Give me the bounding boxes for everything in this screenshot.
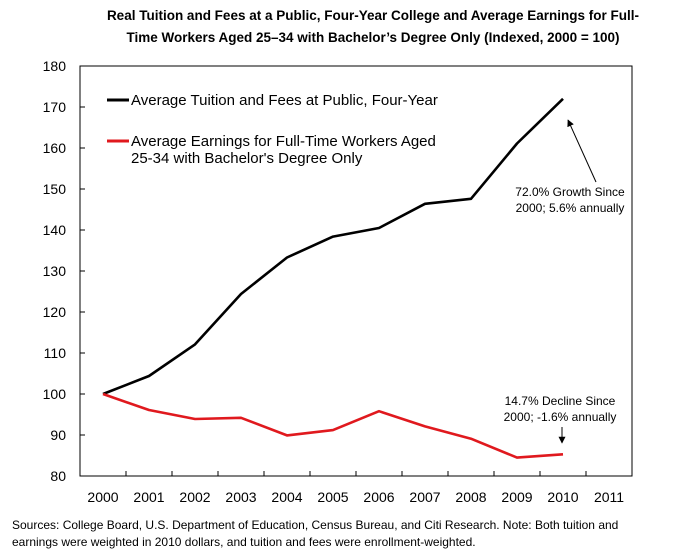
x-tick-label: 2009 (501, 489, 532, 505)
decline-annotation-text: 2000; -1.6% annually (504, 410, 617, 424)
y-tick-label: 120 (43, 304, 67, 320)
growth-annotation-text: 2000; 5.6% annually (516, 201, 625, 215)
y-tick-label: 80 (50, 468, 66, 484)
source-note-line-2: earnings were weighted in 2010 dollars, … (12, 535, 476, 549)
y-tick-label: 170 (43, 99, 67, 115)
growth-annotation-text: 72.0% Growth Since (515, 185, 625, 199)
x-tick-label: 2005 (317, 489, 348, 505)
y-tick-label: 90 (50, 427, 66, 443)
x-tick-label: 2002 (179, 489, 210, 505)
x-axis: 2000 2001 2002 2003 2004 2005 2006 2007 2008 2009… (87, 471, 624, 505)
legend-label: 25-34 with Bachelor's Degree Only (131, 150, 363, 167)
x-tick-label: 2003 (225, 489, 256, 505)
growth-annotation-arrow (567, 119, 597, 183)
x-tick-label: 2006 (363, 489, 394, 505)
x-tick-label: 2007 (409, 489, 440, 505)
tuition-earnings-line-chart: 80 90 100 110 120 130 140 150 160 170 180 2000 2001… (43, 58, 633, 505)
y-tick-label: 140 (43, 222, 67, 238)
x-tick-label: 2004 (271, 489, 302, 505)
y-tick-label: 150 (43, 181, 67, 197)
legend-label: Average Earnings for Full-Time Workers A… (131, 133, 436, 150)
tuition-series-line (102, 97, 564, 396)
source-note-line-1: Sources: College Board, U.S. Department … (12, 518, 619, 532)
x-tick-label: 2001 (133, 489, 164, 505)
plot-area (79, 65, 633, 477)
y-tick-label: 160 (43, 140, 67, 156)
y-tick-label: 180 (43, 58, 67, 74)
chart-title-line-1: Real Tuition and Fees at a Public, Four-… (106, 8, 640, 23)
decline-annotation-text: 14.7% Decline Since (505, 394, 616, 408)
chart-title-line-2: Time Workers Aged 25–34 with Bachelor’s … (126, 30, 620, 45)
legend-label: Average Tuition and Fees at Public, Four… (131, 92, 438, 109)
series-group (102, 97, 564, 459)
x-tick-label: 2008 (455, 489, 486, 505)
y-tick-label: 130 (43, 263, 67, 279)
x-tick-label: 2010 (547, 489, 578, 505)
x-tick-label: 2011 (594, 489, 624, 505)
annotations: 72.0% Growth Since 2000; 5.6% annually 14.… (504, 119, 625, 444)
legend: Average Tuition and Fees at Public, Four… (107, 92, 438, 167)
y-tick-label: 110 (44, 345, 67, 361)
x-tick-label: 2000 (87, 489, 118, 505)
earnings-series-line (102, 392, 564, 459)
y-axis: 80 90 100 110 120 130 140 150 160 170 180 (43, 58, 85, 484)
y-tick-label: 100 (43, 386, 67, 402)
source-note: Sources: College Board, U.S. Department … (12, 517, 677, 551)
chart-title: Real Tuition and Fees at a Public, Four-… (78, 5, 668, 49)
